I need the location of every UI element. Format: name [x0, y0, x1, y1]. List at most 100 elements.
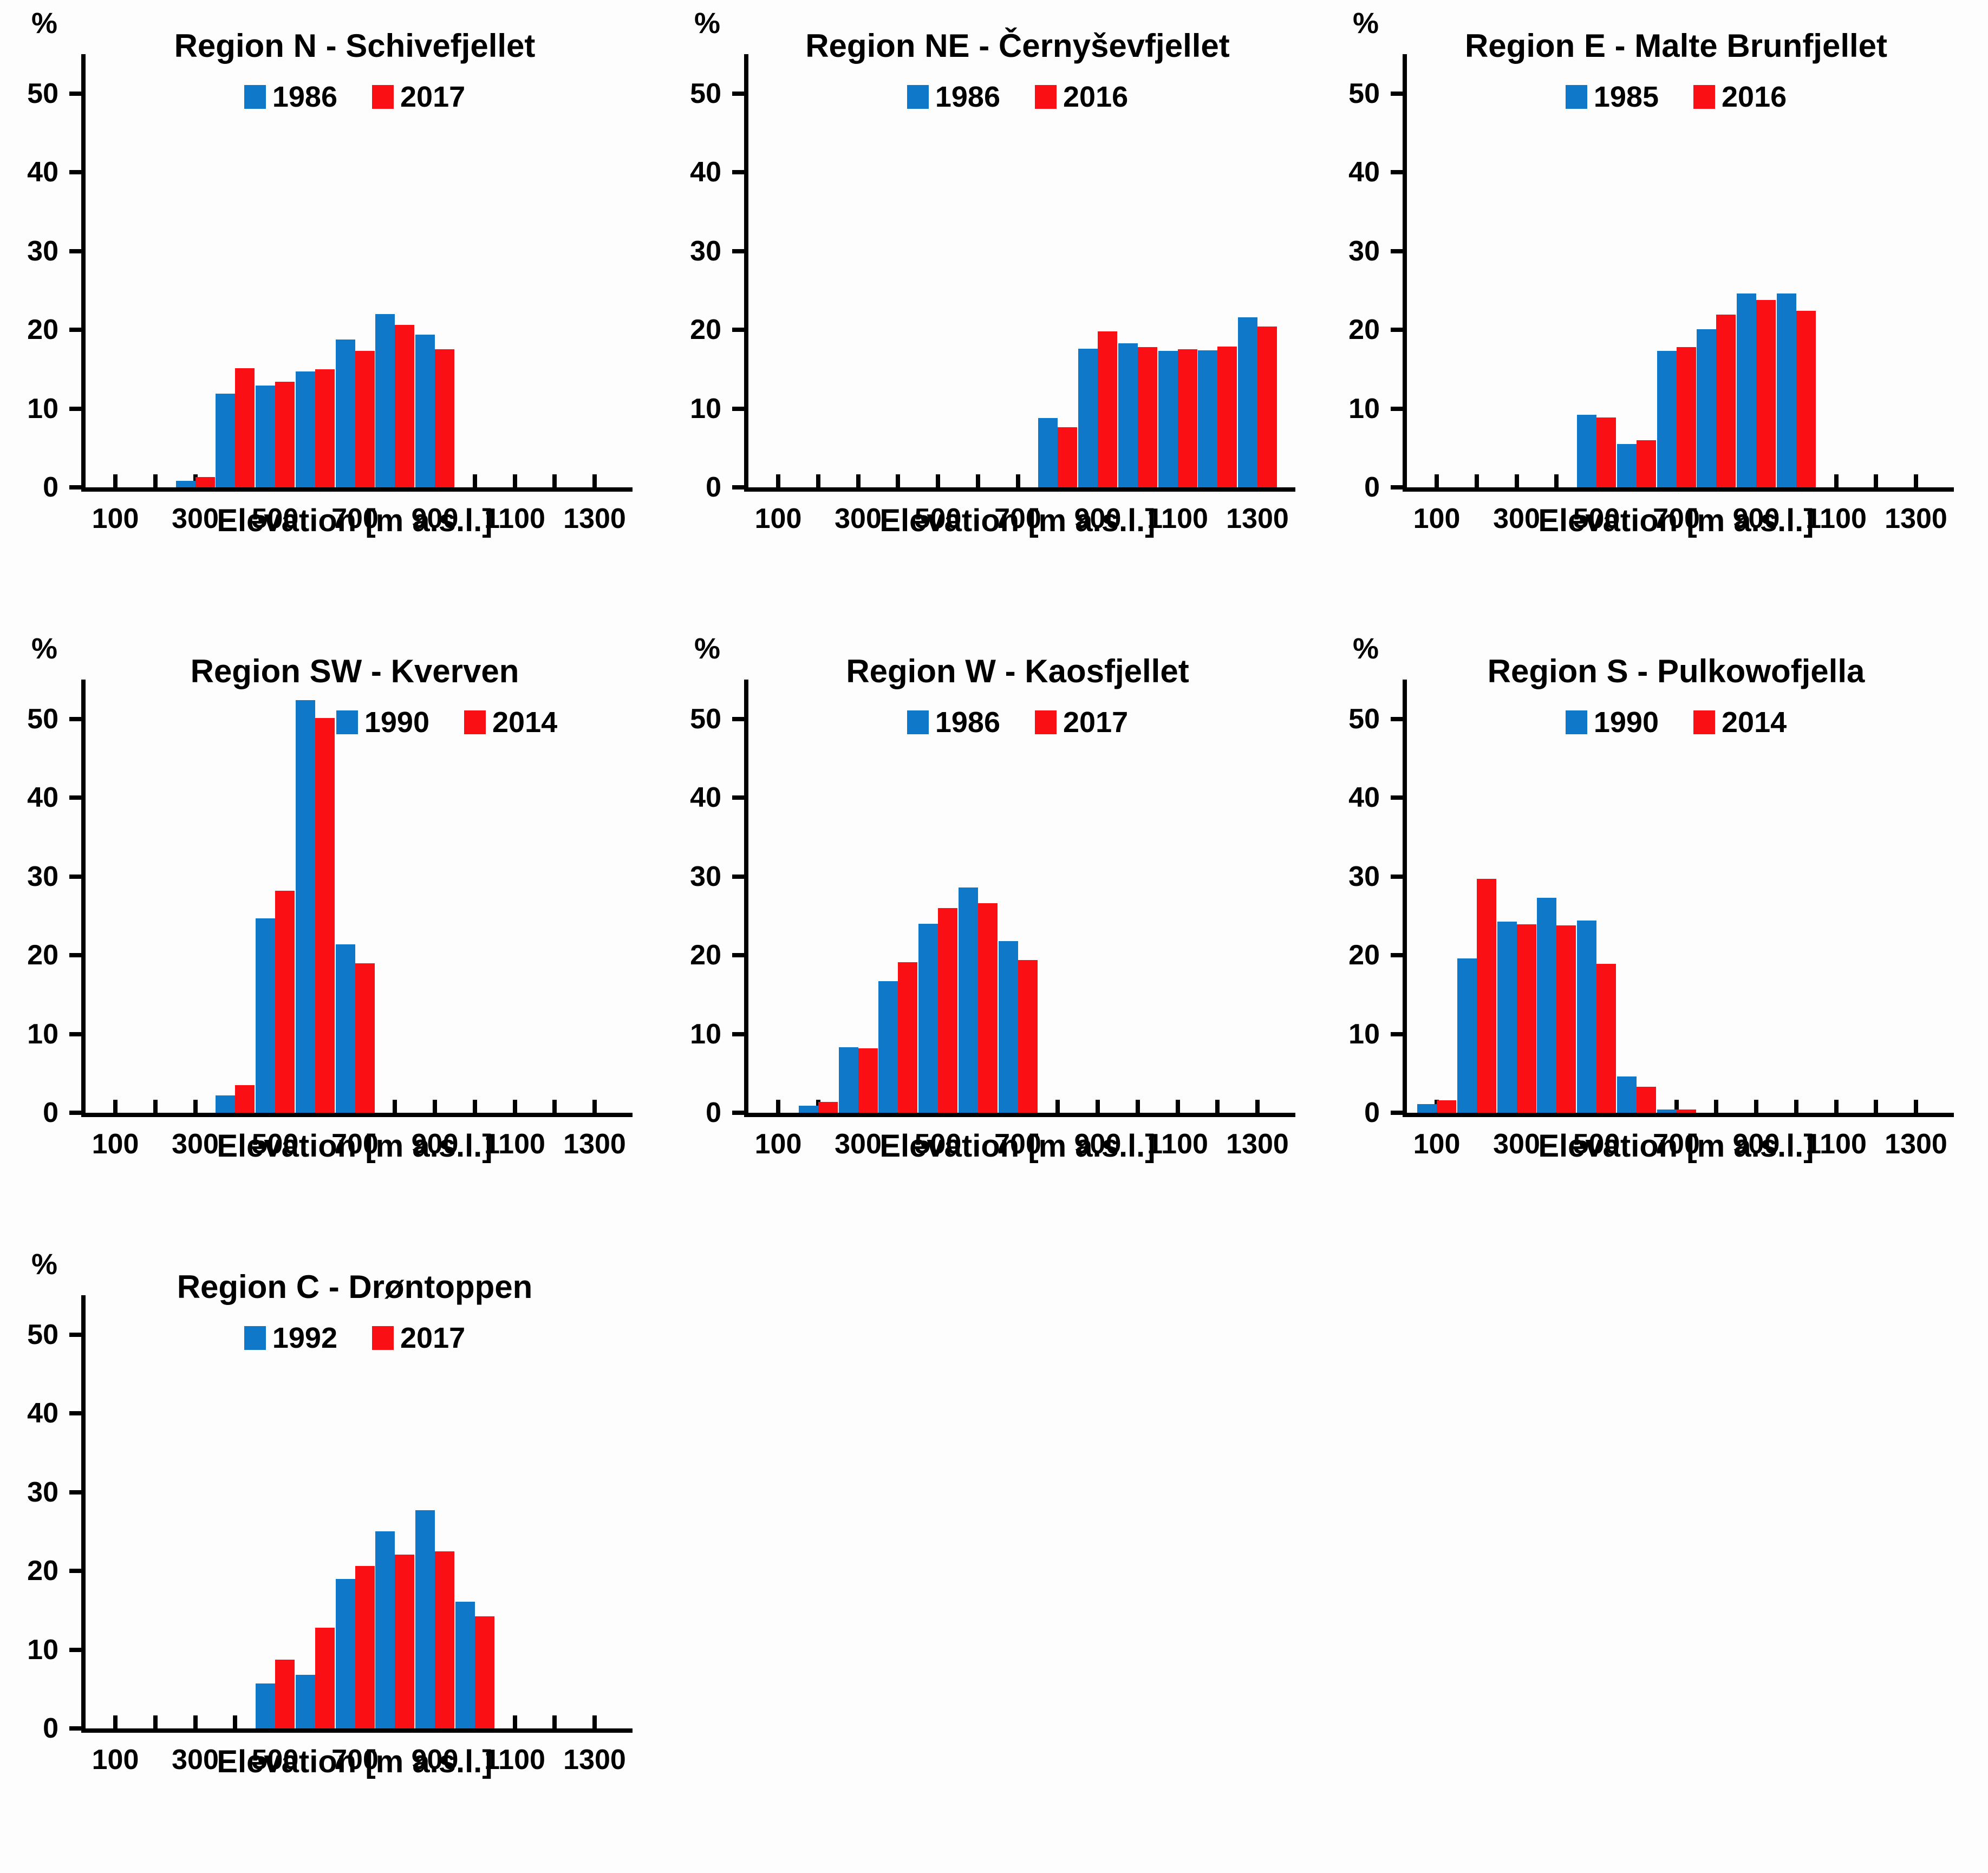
y-tick-label: 40 [27, 156, 58, 188]
y-tick-label: 40 [27, 782, 58, 814]
bar-2017-500 [938, 908, 957, 1113]
legend-item: 1986 [244, 80, 337, 114]
bar-1990-100 [1417, 1104, 1437, 1113]
x-tick-mark [1135, 1100, 1140, 1113]
chart-region-n: % Region N - Schivefjellet 1986 2017 0 10… [0, 0, 662, 623]
bar-1990-200 [1457, 958, 1477, 1113]
y-tick-mark [732, 795, 744, 800]
y-tick-mark [1391, 485, 1403, 490]
bar-1990-400 [216, 1095, 236, 1113]
bar-1985-1000 [1776, 293, 1796, 487]
y-tick-mark [69, 874, 81, 879]
y-tick-label: 30 [27, 1476, 58, 1508]
x-tick-mark [1015, 474, 1020, 487]
y-axis-unit: % [1353, 7, 1379, 40]
y-tick-mark [732, 406, 744, 411]
x-tick-label: 700 [1653, 503, 1700, 534]
x-tick-mark [113, 1715, 118, 1728]
x-tick-mark [472, 474, 477, 487]
y-tick-label: 0 [1364, 472, 1380, 503]
y-tick-label: 50 [690, 77, 721, 109]
bar-1985-700 [1657, 351, 1677, 487]
x-tick-mark [1514, 474, 1519, 487]
x-tick-mark [776, 474, 780, 487]
x-tick-mark [433, 1100, 437, 1113]
x-tick-mark [1474, 474, 1479, 487]
bar-2014-500 [275, 890, 295, 1113]
bar-2017-700 [355, 1566, 375, 1728]
bar-1985-500 [1577, 415, 1596, 487]
bar-1985-800 [1697, 329, 1717, 487]
chart-region-ne: % Region NE - Černyševfjellet 1986 2016 … [663, 0, 1325, 623]
x-tick-mark [1055, 1100, 1060, 1113]
legend-swatch-blue [907, 85, 929, 109]
x-tick-mark [592, 1100, 597, 1113]
legend-year-2: 2017 [400, 1322, 466, 1354]
x-tick-mark [1674, 1100, 1679, 1113]
legend: 1986 2017 [81, 80, 628, 114]
y-tick-label: 10 [1348, 393, 1380, 425]
x-tick-mark [1794, 1100, 1798, 1113]
y-tick-label: 50 [1348, 77, 1380, 109]
bar-1990-600 [295, 700, 315, 1113]
plot-area: 0 10 20 30 40 50 100 300 500 700 900 1100 1300 [27, 1295, 633, 1776]
bar-1986-1200 [1198, 350, 1218, 487]
legend-item: 2016 [1693, 80, 1787, 114]
chart-region-e: % Region E - Malte Brunfjellet 1985 2016… [1321, 0, 1984, 623]
x-tick-mark [936, 474, 940, 487]
plot-area: 0 10 20 30 40 50 100 300 500 700 900 1100 1300 [690, 680, 1295, 1160]
y-tick-mark [69, 170, 81, 175]
x-tick-mark [193, 1715, 198, 1728]
x-tick-label: 500 [251, 503, 299, 534]
bar-2017-600 [315, 1627, 335, 1728]
y-tick-label: 10 [27, 1018, 58, 1050]
plot-area: 0 10 20 30 40 50 100 300 500 700 900 1100 1300 [27, 680, 633, 1160]
y-tick-label: 0 [1364, 1097, 1380, 1128]
y-tick-label: 40 [690, 782, 721, 814]
x-tick-mark [856, 474, 861, 487]
bar-2017-600 [315, 369, 335, 487]
chart-title: Region SW - Kverven [190, 653, 519, 689]
x-tick-label: 900 [411, 503, 459, 534]
x-tick-mark [1874, 1100, 1879, 1113]
chart-region-s: % Region S - Pulkowofjella 1990 2014 0 10… [1321, 625, 1984, 1248]
y-tick-label: 10 [27, 1634, 58, 1666]
x-tick-label: 700 [1653, 1128, 1700, 1160]
legend-year-1: 1985 [1593, 81, 1659, 113]
plot-area: 0 10 20 30 40 50 100 300 500 700 900 1100 1300 [690, 54, 1295, 534]
y-tick-label: 10 [27, 393, 58, 425]
legend: 1990 2014 [173, 706, 720, 739]
y-tick-label: 20 [690, 939, 721, 971]
x-tick-mark [1914, 474, 1918, 487]
y-tick-mark [69, 953, 81, 958]
x-tick-label: 1300 [563, 503, 626, 534]
chart-region-sw: % Region SW - Kverven 1990 2014 0 10 20 30 4… [0, 625, 662, 1248]
x-tick-mark [1914, 1100, 1918, 1113]
legend-swatch-blue [244, 85, 266, 109]
x-tick-mark [552, 1100, 557, 1113]
bar-1986-600 [958, 887, 978, 1113]
x-tick-label: 1300 [563, 1744, 626, 1776]
x-tick-label: 900 [411, 1744, 459, 1776]
bar-2016-900 [1756, 299, 1776, 487]
legend-swatch-red [1693, 85, 1715, 109]
x-tick-mark [472, 1100, 477, 1113]
chart-title: Region E - Malte Brunfjellet [1464, 28, 1888, 64]
bar-2017-400 [898, 962, 918, 1113]
x-tick-label: 900 [1074, 1128, 1122, 1160]
legend: 1986 2017 [744, 706, 1291, 739]
legend-year-2: 2014 [492, 706, 558, 739]
legend-swatch-blue [1565, 710, 1587, 734]
bar-2016-500 [1596, 417, 1616, 487]
legend-swatch-blue [1565, 85, 1587, 109]
legend-swatch-red [464, 710, 486, 734]
y-tick-mark [69, 328, 81, 332]
bar-2016-1000 [1796, 311, 1816, 487]
bar-1992-1000 [455, 1601, 475, 1728]
x-tick-label: 500 [1573, 1128, 1620, 1160]
bar-2016-900 [1098, 331, 1117, 487]
legend-swatch-blue [336, 710, 358, 734]
y-axis-unit: % [31, 632, 58, 665]
bar-2017-1000 [474, 1616, 494, 1728]
bar-2017-800 [395, 325, 415, 487]
